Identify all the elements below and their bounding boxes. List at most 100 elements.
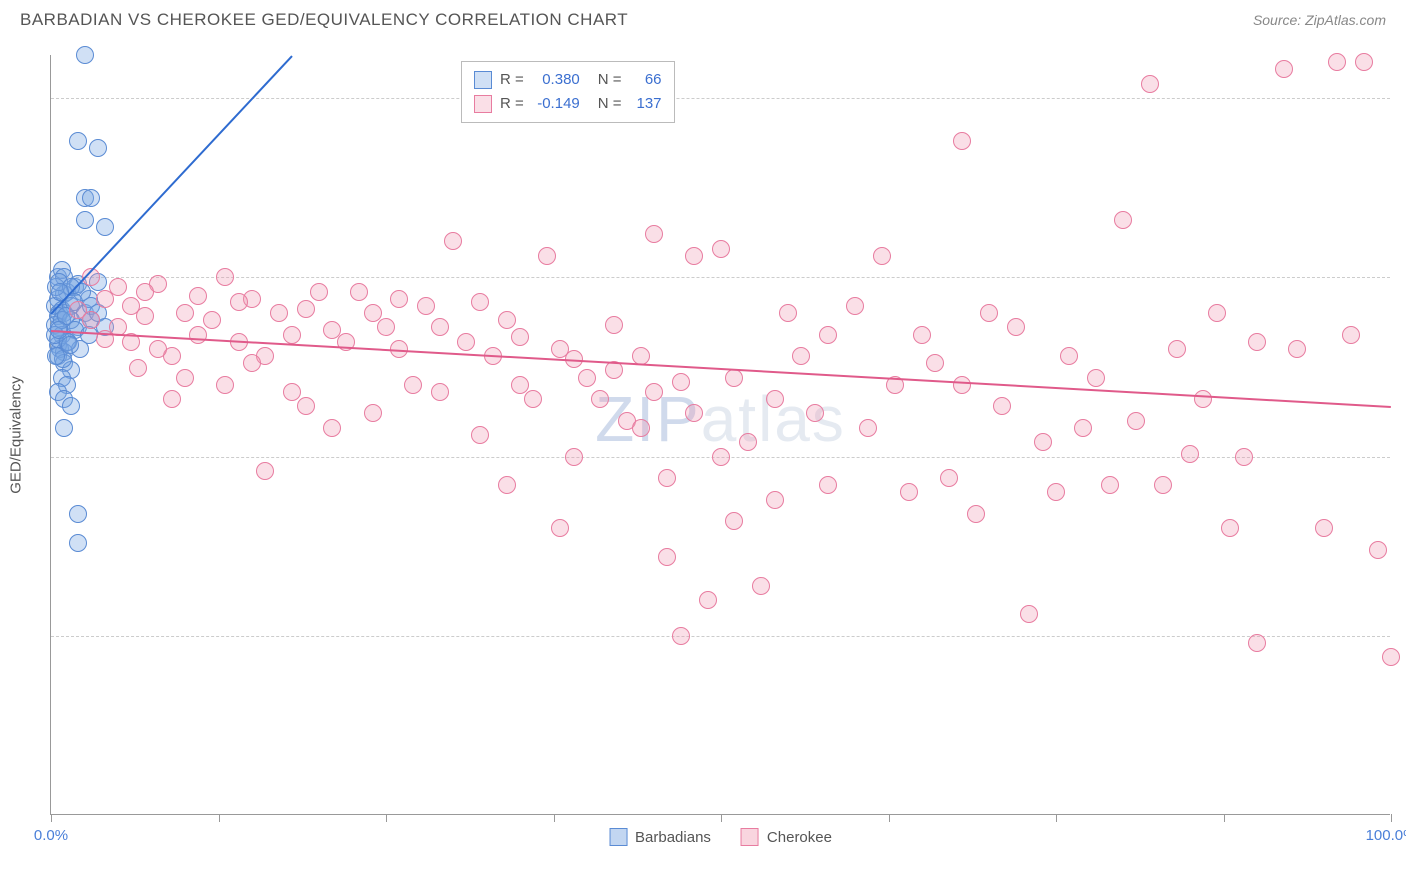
data-point xyxy=(779,304,797,322)
data-point xyxy=(658,469,676,487)
data-point xyxy=(900,483,918,501)
data-point xyxy=(69,301,87,319)
data-point xyxy=(1315,519,1333,537)
data-point xyxy=(431,318,449,336)
data-point xyxy=(712,448,730,466)
data-point xyxy=(752,577,770,595)
data-point xyxy=(216,376,234,394)
stat-r-label: R = xyxy=(500,68,524,92)
data-point xyxy=(149,340,167,358)
data-point xyxy=(1194,390,1212,408)
data-point xyxy=(76,46,94,64)
data-point xyxy=(189,326,207,344)
data-point xyxy=(256,462,274,480)
data-point xyxy=(1355,53,1373,71)
data-point xyxy=(1181,445,1199,463)
stats-row: R =0.380N =66 xyxy=(474,68,662,92)
x-tick xyxy=(1056,814,1057,822)
data-point xyxy=(89,139,107,157)
data-point xyxy=(953,376,971,394)
gridline xyxy=(51,636,1390,637)
legend: Barbadians Cherokee xyxy=(609,828,832,846)
data-point xyxy=(685,247,703,265)
data-point xyxy=(1141,75,1159,93)
data-point xyxy=(1369,541,1387,559)
data-point xyxy=(1288,340,1306,358)
data-point xyxy=(565,448,583,466)
data-point xyxy=(216,268,234,286)
data-point xyxy=(1235,448,1253,466)
data-point xyxy=(417,297,435,315)
legend-swatch xyxy=(609,828,627,846)
data-point xyxy=(538,247,556,265)
data-point xyxy=(323,419,341,437)
data-point xyxy=(1087,369,1105,387)
data-point xyxy=(163,390,181,408)
x-tick xyxy=(889,814,890,822)
data-point xyxy=(819,326,837,344)
legend-label: Barbadians xyxy=(635,829,711,846)
data-point xyxy=(940,469,958,487)
x-tick-label: 100.0% xyxy=(1366,827,1406,844)
chart-header: BARBADIAN VS CHEROKEE GED/EQUIVALENCY CO… xyxy=(0,0,1406,38)
series-swatch xyxy=(474,71,492,89)
data-point xyxy=(69,534,87,552)
data-point xyxy=(76,211,94,229)
data-point xyxy=(1114,211,1132,229)
data-point xyxy=(350,283,368,301)
data-point xyxy=(1275,60,1293,78)
data-point xyxy=(993,397,1011,415)
y-tick-label: 100.0% xyxy=(1400,90,1406,107)
data-point xyxy=(55,419,73,437)
data-point xyxy=(645,383,663,401)
data-point xyxy=(725,369,743,387)
data-point xyxy=(859,419,877,437)
data-point xyxy=(297,397,315,415)
data-point xyxy=(632,419,650,437)
stat-n-value: 137 xyxy=(630,92,662,116)
data-point xyxy=(243,354,261,372)
legend-swatch xyxy=(741,828,759,846)
data-point xyxy=(1007,318,1025,336)
stat-r-value: 0.380 xyxy=(532,68,580,92)
data-point xyxy=(1248,634,1266,652)
data-point xyxy=(926,354,944,372)
x-tick xyxy=(1391,814,1392,822)
chart-source: Source: ZipAtlas.com xyxy=(1253,12,1386,28)
legend-item: Cherokee xyxy=(741,828,832,846)
data-point xyxy=(739,433,757,451)
data-point xyxy=(1101,476,1119,494)
data-point xyxy=(82,189,100,207)
data-point xyxy=(511,376,529,394)
data-point xyxy=(136,307,154,325)
data-point xyxy=(511,328,529,346)
data-point xyxy=(364,404,382,422)
y-axis-label: GED/Equivalency xyxy=(8,376,25,494)
data-point xyxy=(1382,648,1400,666)
data-point xyxy=(1074,419,1092,437)
data-point xyxy=(967,505,985,523)
data-point xyxy=(404,376,422,394)
y-tick-label: 62.5% xyxy=(1400,627,1406,644)
data-point xyxy=(1127,412,1145,430)
data-point xyxy=(431,383,449,401)
data-point xyxy=(725,512,743,530)
data-point xyxy=(980,304,998,322)
legend-item: Barbadians xyxy=(609,828,711,846)
chart-title: BARBADIAN VS CHEROKEE GED/EQUIVALENCY CO… xyxy=(20,10,628,30)
data-point xyxy=(846,297,864,315)
data-point xyxy=(136,283,154,301)
x-tick xyxy=(219,814,220,822)
data-point xyxy=(766,390,784,408)
data-point xyxy=(69,132,87,150)
series-swatch xyxy=(474,95,492,113)
data-point xyxy=(471,426,489,444)
data-point xyxy=(672,627,690,645)
data-point xyxy=(1020,605,1038,623)
scatter-chart: GED/Equivalency ZIPatlas 62.5%75.0%87.5%… xyxy=(50,55,1390,815)
data-point xyxy=(605,316,623,334)
data-point xyxy=(551,519,569,537)
data-point xyxy=(953,132,971,150)
data-point xyxy=(283,383,301,401)
data-point xyxy=(1047,483,1065,501)
